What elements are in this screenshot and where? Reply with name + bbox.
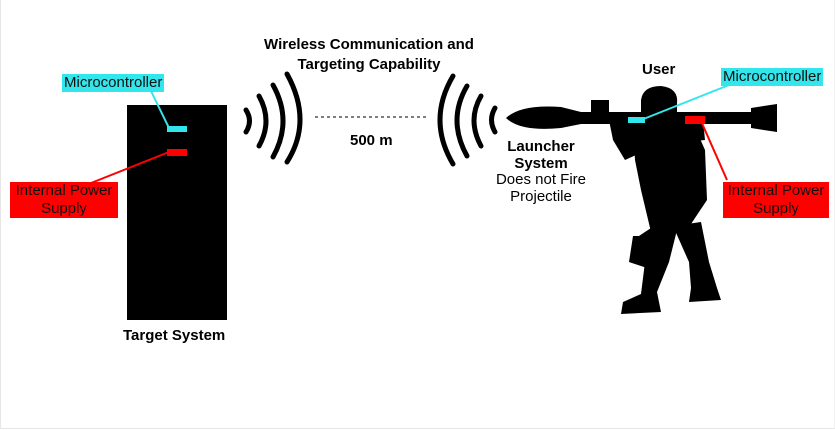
soldier-with-launcher-icon: [506, 86, 777, 314]
launcher-power-line1: Internal Power: [727, 182, 825, 199]
launcher-microcontroller-leader: [640, 84, 730, 121]
target-power-supply-chip: [167, 149, 187, 156]
target-power-leader: [85, 151, 170, 186]
launcher-microcontroller-chip: [628, 117, 645, 123]
launcher-system-text: Launcher System Does not Fire Projectile: [489, 138, 593, 205]
target-power-line2: Supply: [41, 200, 87, 217]
launcher-power-supply-chip: [685, 116, 705, 124]
launcher-wireless-waves-icon: [437, 73, 498, 167]
launcher-title-line2: System: [514, 154, 568, 172]
target-microcontroller-chip: [167, 126, 187, 132]
diagram-title-line1: Wireless Communication and: [264, 36, 474, 53]
launcher-power-leader: [700, 120, 728, 181]
target-wireless-waves-icon: [243, 71, 303, 165]
diagram-title: Wireless Communication and Targeting Cap…: [249, 36, 489, 73]
target-microcontroller-leader: [150, 90, 170, 129]
distance-label: 500 m: [350, 132, 393, 149]
target-power-line1: Internal Power: [15, 182, 113, 199]
launcher-note-line2: Projectile: [510, 187, 572, 205]
launcher-power-supply-label: Internal Power Supply: [723, 182, 829, 218]
target-microcontroller-label: Microcontroller: [62, 74, 165, 92]
target-system-label: Target System: [123, 327, 226, 344]
user-label: User: [642, 61, 676, 78]
launcher-note-line1: Does not Fire: [495, 171, 587, 188]
launcher-power-line2: Supply: [753, 200, 799, 217]
diagram-title-line2: Targeting Capability: [297, 55, 441, 73]
target-power-supply-label: Internal Power Supply: [10, 182, 118, 218]
launcher-title-line1: Launcher: [507, 138, 575, 155]
target-system-box: [127, 105, 227, 320]
launcher-microcontroller-label: Microcontroller: [721, 68, 824, 86]
